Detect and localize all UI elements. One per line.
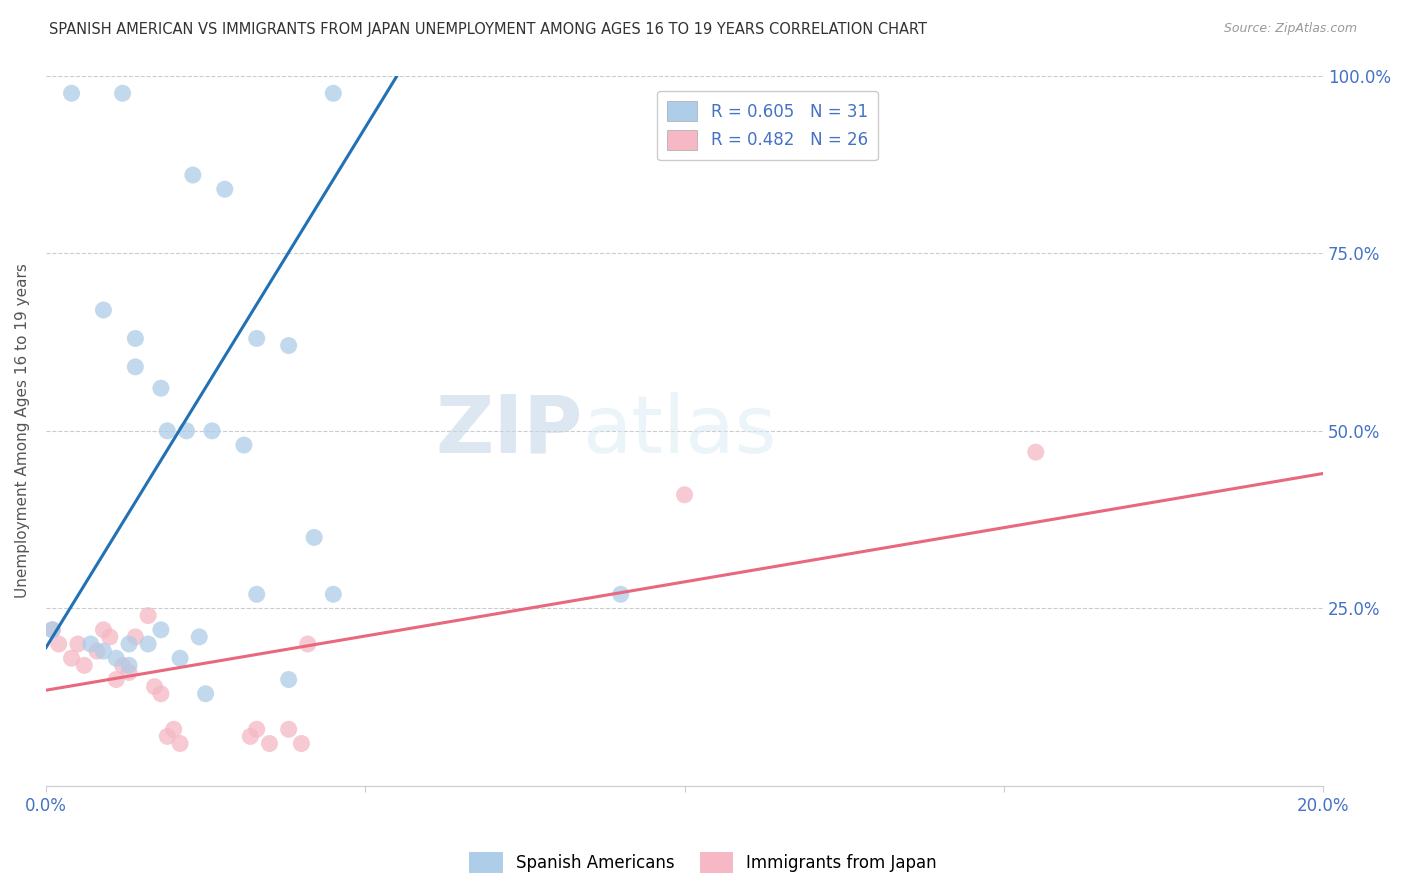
Point: [297, 637, 319, 651]
Point: [149, 381, 172, 395]
Point: [143, 680, 166, 694]
Point: [93, 644, 115, 658]
Point: [194, 687, 217, 701]
Point: [98, 630, 121, 644]
Point: [1025, 445, 1047, 459]
Text: SPANISH AMERICAN VS IMMIGRANTS FROM JAPAN UNEMPLOYMENT AMONG AGES 16 TO 19 YEARS: SPANISH AMERICAN VS IMMIGRANTS FROM JAPA…: [49, 22, 927, 37]
Point: [156, 730, 179, 744]
Text: Source: ZipAtlas.com: Source: ZipAtlas.com: [1223, 22, 1357, 36]
Point: [118, 658, 141, 673]
Point: [124, 630, 146, 644]
Point: [41, 623, 63, 637]
Point: [124, 331, 146, 345]
Point: [246, 587, 269, 601]
Point: [246, 723, 269, 737]
Legend: R = 0.605   N = 31, R = 0.482   N = 26: R = 0.605 N = 31, R = 0.482 N = 26: [658, 91, 877, 160]
Point: [322, 587, 344, 601]
Point: [79, 637, 101, 651]
Point: [136, 608, 159, 623]
Point: [86, 644, 108, 658]
Point: [105, 651, 128, 665]
Point: [73, 658, 96, 673]
Point: [277, 338, 299, 352]
Point: [93, 303, 115, 318]
Point: [259, 737, 281, 751]
Point: [673, 488, 696, 502]
Point: [60, 651, 83, 665]
Point: [41, 623, 63, 637]
Point: [149, 623, 172, 637]
Point: [290, 737, 312, 751]
Point: [277, 673, 299, 687]
Point: [188, 630, 211, 644]
Legend: Spanish Americans, Immigrants from Japan: Spanish Americans, Immigrants from Japan: [463, 846, 943, 880]
Point: [118, 637, 141, 651]
Point: [156, 424, 179, 438]
Point: [105, 673, 128, 687]
Point: [609, 587, 631, 601]
Point: [322, 87, 344, 101]
Point: [201, 424, 224, 438]
Point: [277, 723, 299, 737]
Point: [118, 665, 141, 680]
Point: [169, 651, 191, 665]
Text: atlas: atlas: [582, 392, 776, 470]
Point: [232, 438, 254, 452]
Point: [66, 637, 89, 651]
Point: [111, 87, 134, 101]
Point: [302, 530, 325, 544]
Point: [48, 637, 70, 651]
Point: [60, 87, 83, 101]
Point: [163, 723, 186, 737]
Point: [181, 168, 204, 182]
Point: [124, 359, 146, 374]
Point: [93, 623, 115, 637]
Point: [169, 737, 191, 751]
Point: [239, 730, 262, 744]
Text: ZIP: ZIP: [434, 392, 582, 470]
Point: [176, 424, 198, 438]
Point: [136, 637, 159, 651]
Point: [111, 658, 134, 673]
Point: [149, 687, 172, 701]
Point: [214, 182, 236, 196]
Point: [246, 331, 269, 345]
Y-axis label: Unemployment Among Ages 16 to 19 years: Unemployment Among Ages 16 to 19 years: [15, 263, 30, 599]
